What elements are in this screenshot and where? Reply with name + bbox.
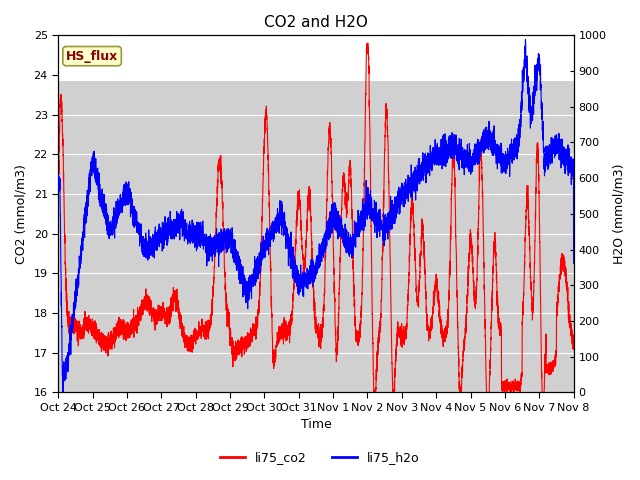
- Bar: [58, 81, 573, 393]
- Y-axis label: H2O (mmol/m3): H2O (mmol/m3): [612, 164, 625, 264]
- Text: HS_flux: HS_flux: [66, 49, 118, 62]
- Title: CO2 and H2O: CO2 and H2O: [264, 15, 368, 30]
- Legend: li75_co2, li75_h2o: li75_co2, li75_h2o: [215, 446, 425, 469]
- Y-axis label: CO2 (mmol/m3): CO2 (mmol/m3): [15, 164, 28, 264]
- X-axis label: Time: Time: [301, 419, 332, 432]
